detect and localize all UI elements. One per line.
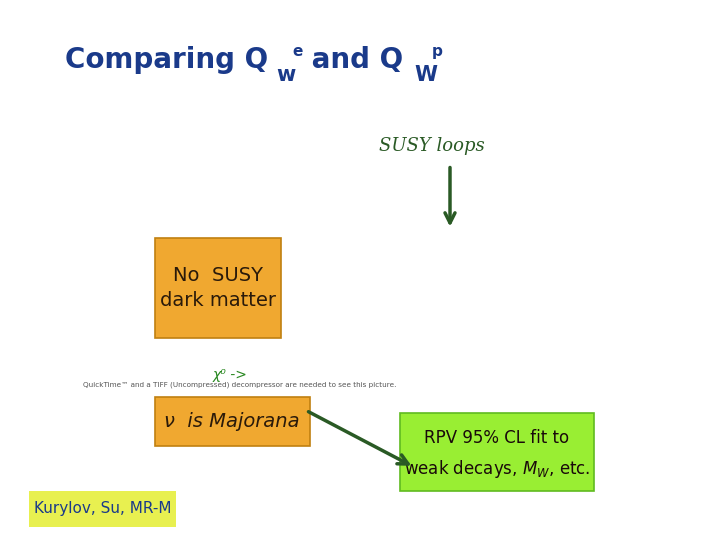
Text: Kurylov, Su, MR-M: Kurylov, Su, MR-M — [34, 502, 171, 516]
Text: SUSY loops: SUSY loops — [379, 137, 485, 155]
Text: e: e — [292, 44, 302, 59]
Text: w: w — [276, 65, 296, 85]
FancyBboxPatch shape — [29, 491, 176, 526]
Text: ν  is Majorana: ν is Majorana — [164, 411, 300, 431]
Text: p: p — [432, 44, 443, 59]
Text: RPV 95% CL fit to: RPV 95% CL fit to — [424, 429, 570, 447]
Text: χ⁰ ->: χ⁰ -> — [212, 368, 247, 382]
FancyBboxPatch shape — [400, 413, 594, 491]
Text: No  SUSY
dark matter: No SUSY dark matter — [160, 266, 276, 309]
Text: Comparing Q: Comparing Q — [65, 45, 268, 73]
Text: and Q: and Q — [302, 45, 403, 73]
Text: weak decays, $\mathit{M_W}$, etc.: weak decays, $\mathit{M_W}$, etc. — [404, 458, 590, 481]
FancyBboxPatch shape — [155, 397, 310, 445]
Text: W: W — [414, 65, 437, 85]
Text: QuickTime™ and a TIFF (Uncompressed) decompressor are needed to see this picture: QuickTime™ and a TIFF (Uncompressed) dec… — [83, 382, 396, 388]
FancyBboxPatch shape — [155, 238, 281, 338]
